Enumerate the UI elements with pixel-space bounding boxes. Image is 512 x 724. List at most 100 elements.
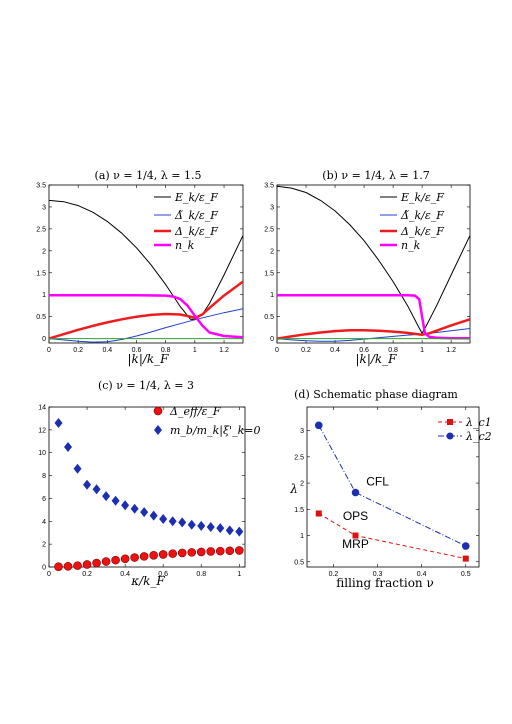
ytick-label-c-0: 0 [42, 565, 46, 572]
series-line-b-0 [277, 185, 470, 334]
data-point-d-1-0 [314, 421, 323, 430]
series-line-a-3 [49, 293, 243, 339]
data-point-d-1-2 [461, 542, 470, 550]
ytick-label-b-5: 2.5 [264, 226, 274, 233]
data-point-c-0-9 [139, 552, 149, 561]
ytick-label-c-5: 10 [38, 450, 46, 457]
data-point-d-0-0 [315, 510, 322, 517]
data-point-c-0-11 [158, 550, 168, 559]
series-line-b-3 [277, 293, 470, 340]
data-point-c-1-12 [168, 516, 177, 527]
ytick-label-b-1: 0.5 [264, 314, 274, 321]
legend-b-label-2: Δ_k/ε_F [400, 225, 444, 238]
annotation-d-0: CFL [366, 475, 389, 489]
ytick-label-d-1: 1 [300, 533, 304, 540]
data-point-d-0-2 [462, 555, 469, 562]
series-line-a-2 [49, 280, 243, 340]
legend-a: E_k/ε_F Δ̃_k/ε_F Δ_k/ε_F n_k [154, 191, 218, 252]
xtick-label-c-0: 0 [47, 571, 51, 578]
xtick-label-b-0: 0 [275, 347, 279, 354]
legend-c-marker-0 [153, 406, 163, 416]
ytick-label-d-4: 2.5 [294, 454, 304, 461]
xtick-label-c-2: 0.4 [120, 571, 130, 578]
data-point-c-0-3 [82, 560, 92, 569]
panel-d: (d) Schematic phase diagram 0.2 0.3 0.4 0.5… [289, 388, 491, 590]
data-point-c-0-14 [187, 548, 197, 557]
ytick-label-b-3: 1.5 [264, 270, 274, 277]
legend-b-label-1: Δ̃_k/ε_F [400, 209, 444, 222]
panel-c: (c) ν = 1/4, λ = 3 0 0.2 0.4 0.6 0.8 10246810… [38, 379, 260, 588]
legend-c-label-0: Δ_eff/ε_F [169, 405, 221, 418]
data-point-c-0-7 [120, 554, 130, 564]
data-point-c-1-0 [54, 418, 63, 428]
data-point-c-0-1 [63, 562, 73, 571]
data-point-c-1-2 [73, 463, 82, 474]
title-d: (d) Schematic phase diagram [294, 388, 458, 401]
ytick-label-d-5: 3 [300, 428, 304, 435]
series-group-a [49, 199, 243, 343]
data-point-c-0-10 [149, 551, 158, 560]
ytick-label-b-7: 3.5 [264, 183, 274, 190]
ytick-label-a-6: 3 [42, 204, 46, 211]
legend-a-label-2: Δ_k/ε_F [174, 225, 218, 238]
ytick-label-a-2: 1 [42, 292, 46, 299]
legend-c-marker-1 [154, 425, 162, 435]
data-point-c-1-17 [216, 523, 225, 534]
ytick-label-b-0: 0 [270, 336, 274, 343]
legend-d-marker-0 [447, 419, 453, 425]
xtick-label-a-0: 0 [47, 347, 51, 354]
legend-a-label-3: n_k [175, 239, 195, 252]
ytick-label-b-6: 3 [270, 204, 274, 211]
ytick-label-b-4: 2 [270, 248, 274, 255]
series-line-a-0 [49, 199, 243, 321]
data-point-c-0-8 [130, 553, 139, 562]
panel-b: (b) ν = 1/4, λ = 1.7 0 0.2 0.4 0.6 0.8 1 1.200… [264, 169, 471, 366]
ytick-label-c-2: 4 [42, 519, 46, 526]
data-point-d-0-1 [352, 532, 359, 539]
xtick-label-d-3: 0.5 [461, 571, 471, 578]
legend-d-label-1: λ_c2 [465, 430, 492, 443]
annotation-d-2: MRP [342, 537, 369, 551]
series-line-b-2 [277, 318, 470, 340]
data-point-c-1-14 [187, 519, 196, 530]
xlabel-b: |k|/k_F [356, 352, 398, 366]
xtick-label-d-2: 0.4 [417, 571, 427, 578]
legend-c-label-1: m_b/m_k|ξ'_k=0 [170, 424, 260, 438]
axes-frame-c [48, 406, 246, 568]
data-point-c-0-12 [168, 549, 177, 558]
xtick-label-a-5: 1 [193, 347, 197, 354]
data-point-c-1-11 [159, 514, 168, 524]
data-point-c-1-5 [102, 491, 111, 502]
data-point-c-1-13 [178, 517, 187, 528]
xtick-label-a-4: 0.8 [161, 347, 171, 354]
ytick-label-a-5: 2.5 [36, 226, 46, 233]
panel-a: (a) ν = 1/4, λ = 1.5 0 0.2 0.4 0.6 0.8 1 1.200… [36, 169, 244, 366]
legend-a-label-0: E_k/ε_F [174, 191, 218, 204]
xtick-label-a-6: 1.2 [219, 347, 229, 354]
ytick-label-d-2: 1.5 [294, 507, 304, 514]
xlabel-d: filling fraction ν [336, 576, 434, 590]
legend-b-label-3: n_k [401, 239, 421, 252]
legend-c: Δ_eff/ε_F m_b/m_k|ξ'_k=0 [153, 405, 260, 438]
ytick-label-b-2: 1 [270, 292, 274, 299]
data-point-c-1-10 [149, 510, 158, 521]
xtick-label-d-0: 0.2 [329, 571, 339, 578]
ytick-label-a-4: 2 [42, 248, 46, 255]
xtick-label-a-1: 0.2 [73, 347, 83, 354]
ytick-label-a-1: 0.5 [36, 314, 46, 321]
data-point-c-0-19 [234, 546, 244, 555]
xlabel-a: |k|/k_F [128, 352, 170, 366]
title-c: (c) ν = 1/4, λ = 3 [98, 379, 194, 392]
series-group-b [277, 185, 470, 342]
ytick-label-a-3: 1.5 [36, 270, 46, 277]
title-b: (b) ν = 1/4, λ = 1.7 [322, 169, 429, 182]
xlabel-c: κ/k_F [130, 574, 165, 588]
xtick-label-a-3: 0.6 [132, 347, 142, 354]
data-point-c-1-3 [83, 479, 92, 490]
data-point-c-0-15 [196, 547, 206, 557]
data-point-c-0-17 [215, 546, 225, 556]
data-point-c-1-16 [206, 522, 215, 532]
axes-frame-d [306, 406, 480, 568]
